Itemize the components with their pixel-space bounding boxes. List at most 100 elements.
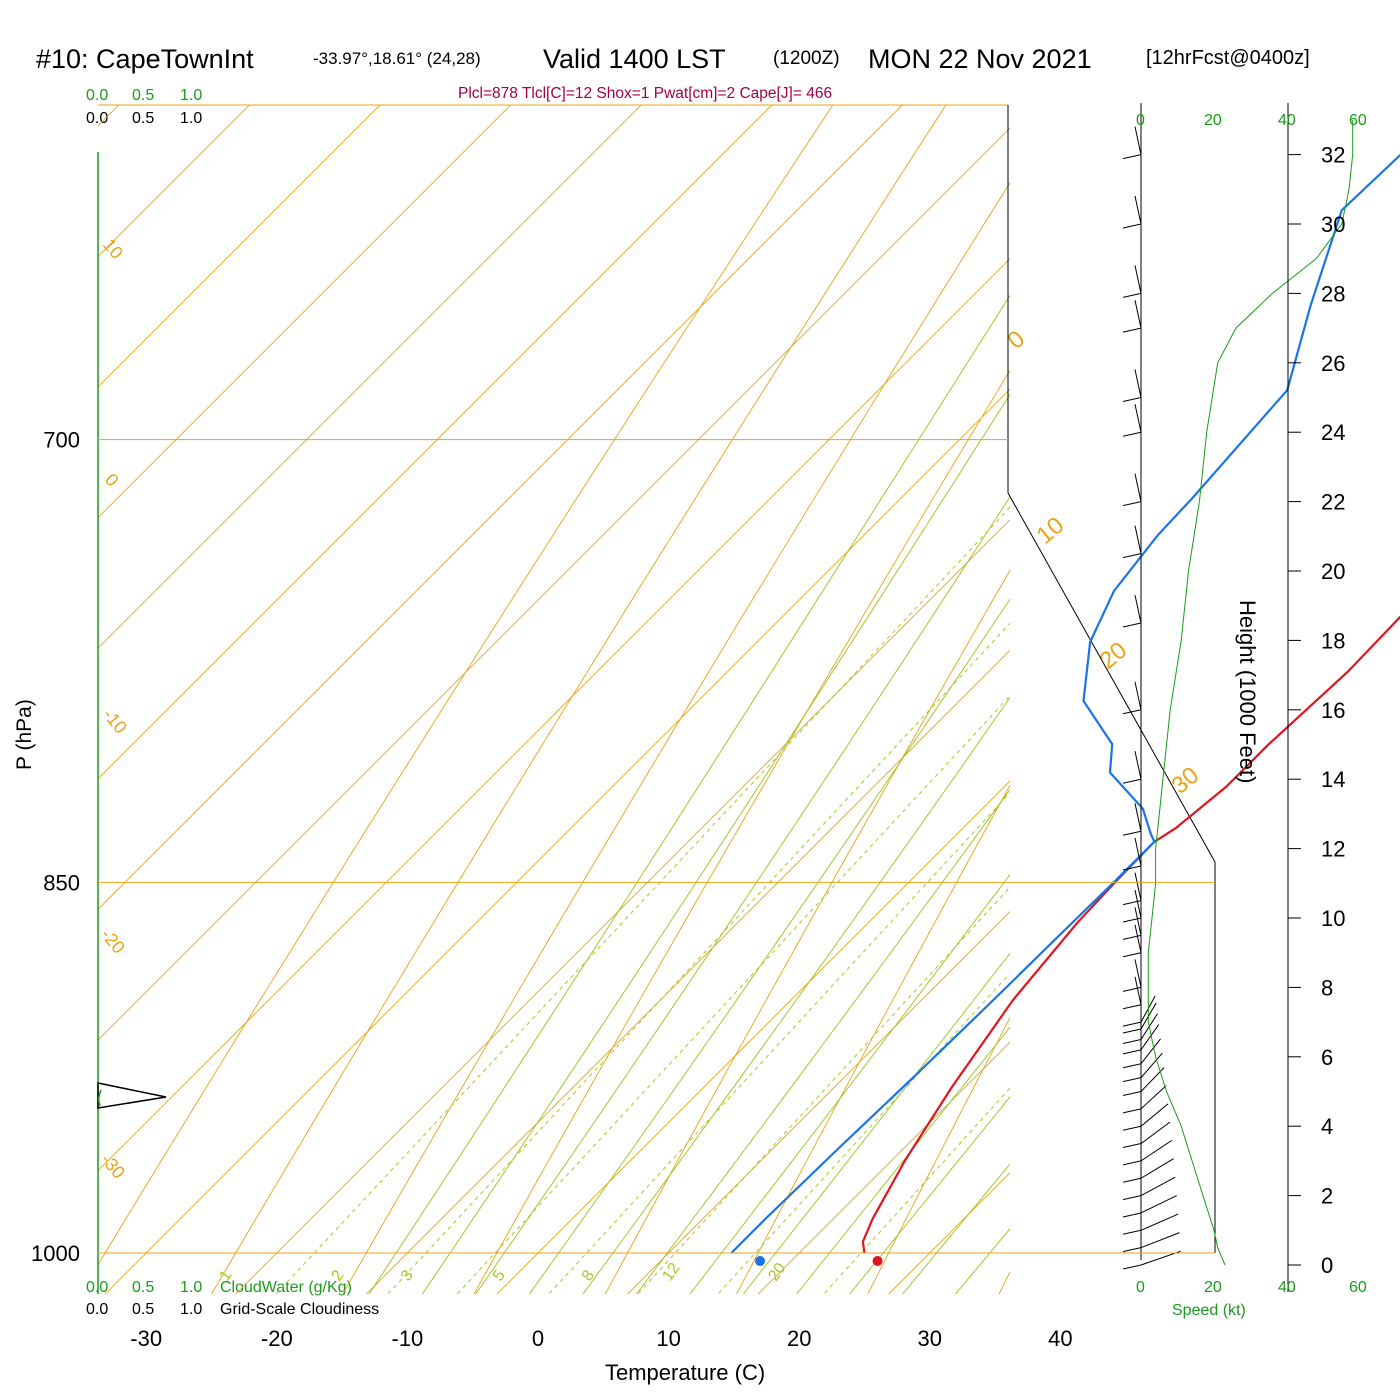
pressure-tick-label: 1000 [31,1241,80,1266]
wind-barb-feather [1122,1091,1142,1096]
isotherm-label: 0 [1003,325,1031,354]
wind-barb [1134,907,1142,936]
height-tick-label: 14 [1321,767,1345,792]
cloud-scale-top-1: 0.5 [132,87,154,104]
wind-barb [1134,525,1142,554]
pressure-tick-labels: 2503004005007008501000 [31,428,80,1266]
wind-barb-feather [1122,1004,1142,1010]
temperature-tick-label: -20 [261,1326,293,1351]
speed-scale-top-1: 20 [1204,112,1222,129]
valid-date: MON 22 Nov 2021 [868,44,1092,74]
wind-barb-feather [1122,778,1142,784]
temperature-tick-label: 20 [787,1326,811,1351]
isotherm-label: 10 [1032,512,1070,550]
wind-barb-feather [1122,1247,1142,1253]
wind-barb-feather [1122,917,1142,923]
height-tick-label: 4 [1321,1114,1333,1139]
mixing-ratio-line [548,791,1010,1294]
cloud-scale-bottom-0: 0.0 [86,1279,108,1296]
wind-barb-feather [1122,327,1142,333]
isotherm-labels: 10 0 -10 -20 -30 0 10 20 30 [97,235,1204,1183]
cloudwater-marker [97,1089,102,1107]
moist-adiabat-line [421,393,1010,1294]
wind-barb-feather [1122,1160,1142,1166]
wind-barb-feather [1122,431,1142,437]
wind-barb-feather [1122,1038,1142,1044]
wind-barb-feather [1122,865,1142,871]
wind-speed-profile [1147,119,1354,1266]
isotherm-label: 30 [1167,762,1205,800]
dry-adiabat-line [210,105,947,1294]
isotherm-line [98,105,642,649]
cloud-scale-bottom-1: 0.5 [132,1279,154,1296]
height-tick-label: 2 [1321,1184,1333,1209]
wind-barb [1134,369,1142,398]
isotherm-line [98,257,1010,1172]
wind-barb [1134,976,1142,1005]
mixing-ratio-label: 20 [765,1260,789,1284]
altitude-panel-edge [1007,492,1216,1253]
utc-time: (1200Z) [773,48,840,69]
temperature-tick-label: 10 [656,1326,680,1351]
moist-adiabat-line [742,952,1010,1294]
wind-barb [1134,299,1142,329]
wind-barb [1134,837,1142,867]
isotherm-line [235,519,1010,1294]
wind-barb-feather [1122,1108,1142,1114]
wind-barb [1140,1158,1174,1179]
cloudiness-scale-top-0: 0.0 [86,110,108,127]
cloud-scale-bottom-2: 1.0 [180,1279,202,1296]
sounding-curves [730,153,1400,1266]
moist-adiabat-line [475,496,1010,1294]
wind-barb [1134,924,1142,953]
moist-adiabat-line [849,1096,1010,1294]
height-axis-label: Height (1000 Feet) [1235,600,1260,783]
wind-barb-feather [1122,1212,1142,1218]
height-tick-label: 30 [1321,212,1345,237]
moist-adiabat-line [582,696,1010,1294]
wind-barb-feather [1122,1143,1142,1149]
pressure-tick-label: 700 [43,428,80,453]
wind-barb [1140,1052,1163,1078]
surface-temperature-dot [872,1256,883,1266]
isotherm-line [98,105,904,911]
temperature-tick-labels: -30 -20 -10 0 10 20 30 40 [130,1326,1072,1351]
height-tick-label: 26 [1321,351,1345,376]
wind-barb [1140,1232,1180,1249]
wind-barb [1134,594,1142,624]
dry-adiabat-line [342,181,1010,1294]
wind-barb [1140,1103,1169,1127]
wind-barb [1134,751,1142,780]
speed-scale-bottom-3: 60 [1349,1279,1367,1296]
speed-scale-bottom-0: 0 [1136,1279,1145,1296]
height-tick-label: 28 [1321,281,1345,306]
isotherm-line [365,649,1010,1294]
wind-barb [1134,681,1142,710]
isotherm-label: -20 [97,925,129,958]
temperature-tick-label: -30 [130,1326,162,1351]
wind-barb [1140,1085,1167,1110]
wind-barb [1134,803,1142,832]
temperature-tick-label: -10 [392,1326,424,1351]
wind-barb [1140,1176,1176,1197]
height-tick-label: 32 [1321,143,1345,168]
moist-adiabat-line [528,598,1010,1294]
wind-barb-feather [1122,1229,1142,1235]
isotherm-line [98,105,251,258]
moist-adiabat-line [689,873,1010,1294]
wind-barb-feather [1122,709,1142,715]
isotherm-line [757,1041,1010,1294]
temperature-tick-label: 40 [1048,1326,1072,1351]
dry-adiabat-line [1362,0,1400,1364]
wind-barb-feather [1122,1195,1142,1201]
mixing-ratio-label: 3 [398,1267,417,1284]
wind-barb-feather [1122,900,1142,906]
cloudwater-label: CloudWater (g/Kg) [220,1279,352,1296]
thermo-background [98,0,1400,1364]
cloud-scale-top-0: 0.0 [86,87,108,104]
wind-barb [1134,404,1142,433]
height-tick-label: 12 [1321,837,1345,862]
wind-barb [1140,1024,1160,1051]
height-tick-label: 18 [1321,628,1345,653]
